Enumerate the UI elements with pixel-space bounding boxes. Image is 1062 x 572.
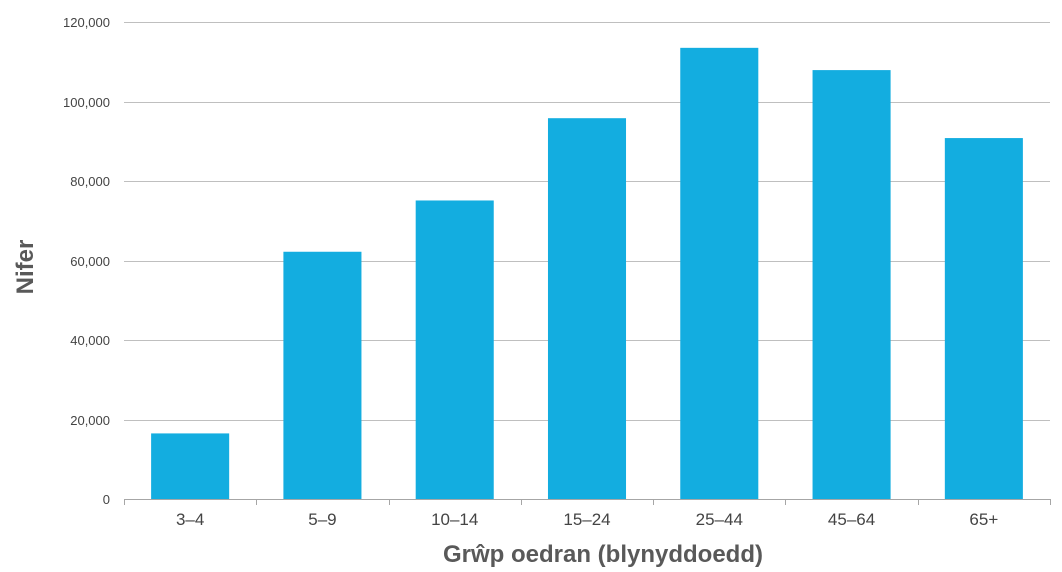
y-tick-label: 80,000 — [70, 174, 110, 189]
bar-25–44 — [680, 47, 759, 500]
x-tick-label: 15–24 — [563, 510, 610, 529]
bar-45–64 — [812, 70, 891, 499]
y-tick-label: 60,000 — [70, 254, 110, 269]
x-tick-label: 3–4 — [176, 510, 204, 529]
bar-5–9 — [283, 251, 362, 499]
x-tick-label: 25–44 — [696, 510, 743, 529]
y-tick-label: 40,000 — [70, 333, 110, 348]
bars — [151, 47, 1023, 500]
y-tick-label: 20,000 — [70, 413, 110, 428]
x-tick-label: 45–64 — [828, 510, 875, 529]
x-tick-label: 5–9 — [308, 510, 336, 529]
x-tick-label: 65+ — [969, 510, 998, 529]
y-tick-labels: 0 20,000 40,000 60,000 80,000 100,000 120,000 — [63, 15, 110, 507]
x-axis-title: Grŵp oedran (blynyddoedd) — [443, 541, 763, 568]
y-axis-title: Nifer — [12, 240, 39, 295]
y-tick-label: 0 — [103, 492, 110, 507]
bar-3–4 — [151, 433, 230, 499]
bar-10–14 — [415, 200, 494, 500]
bar-65+ — [944, 138, 1023, 499]
axes — [124, 499, 1051, 505]
x-tick-label: 10–14 — [431, 510, 478, 529]
y-tick-label: 120,000 — [63, 15, 110, 30]
y-tick-label: 100,000 — [63, 95, 110, 110]
x-tick-labels: 3–4 5–9 10–14 15–24 25–44 45–64 65+ — [176, 510, 998, 529]
bar-15–24 — [547, 118, 627, 499]
